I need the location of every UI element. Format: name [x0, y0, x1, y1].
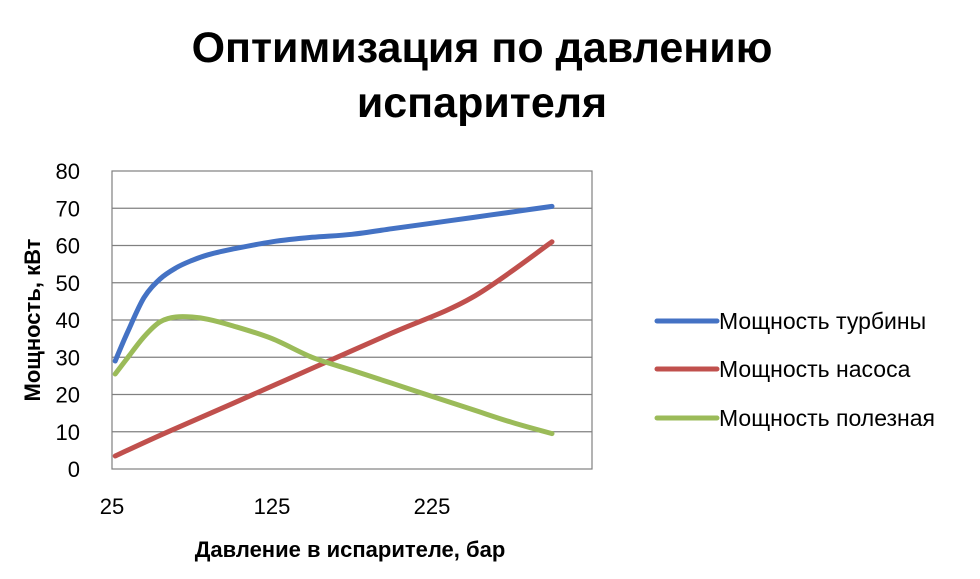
y-tick-label: 80: [56, 159, 80, 184]
legend: Мощность турбины Мощность насоса Мощность …: [654, 308, 935, 431]
x-axis-label: Давление в испарителе, бар: [195, 537, 506, 562]
legend-label: Мощность насоса: [719, 356, 911, 382]
series-layer: [112, 203, 555, 459]
y-tick-label: 20: [56, 383, 80, 408]
x-tick-label: 225: [414, 494, 451, 519]
y-tick-label: 10: [56, 420, 80, 445]
y-axis-ticks: 0 10 20 30 40 50 60 70 80: [56, 159, 80, 482]
gridlines: [112, 207, 592, 433]
series-line-3: [112, 314, 555, 437]
y-tick-label: 70: [56, 196, 80, 221]
legend-label: Мощность турбины: [719, 308, 926, 334]
x-tick-label: 125: [254, 494, 291, 519]
plot-area-border: [111, 170, 593, 470]
series-line-2: [112, 239, 555, 459]
x-tick-label: 25: [100, 494, 124, 519]
chart-title-line-1: Оптимизация по давлению: [192, 24, 773, 72]
series-line-1: [112, 203, 555, 364]
y-tick-label: 40: [56, 308, 80, 333]
y-tick-label: 50: [56, 271, 80, 296]
y-tick-label: 30: [56, 345, 80, 370]
legend-label: Мощность полезная: [719, 405, 935, 431]
x-axis-ticks: 25 125 225: [100, 494, 451, 519]
chart-title-line-2: испарителя: [357, 79, 607, 127]
y-tick-label: 0: [68, 457, 80, 482]
y-tick-label: 60: [56, 234, 80, 259]
y-axis-label: Мощность, кВт: [20, 238, 45, 401]
